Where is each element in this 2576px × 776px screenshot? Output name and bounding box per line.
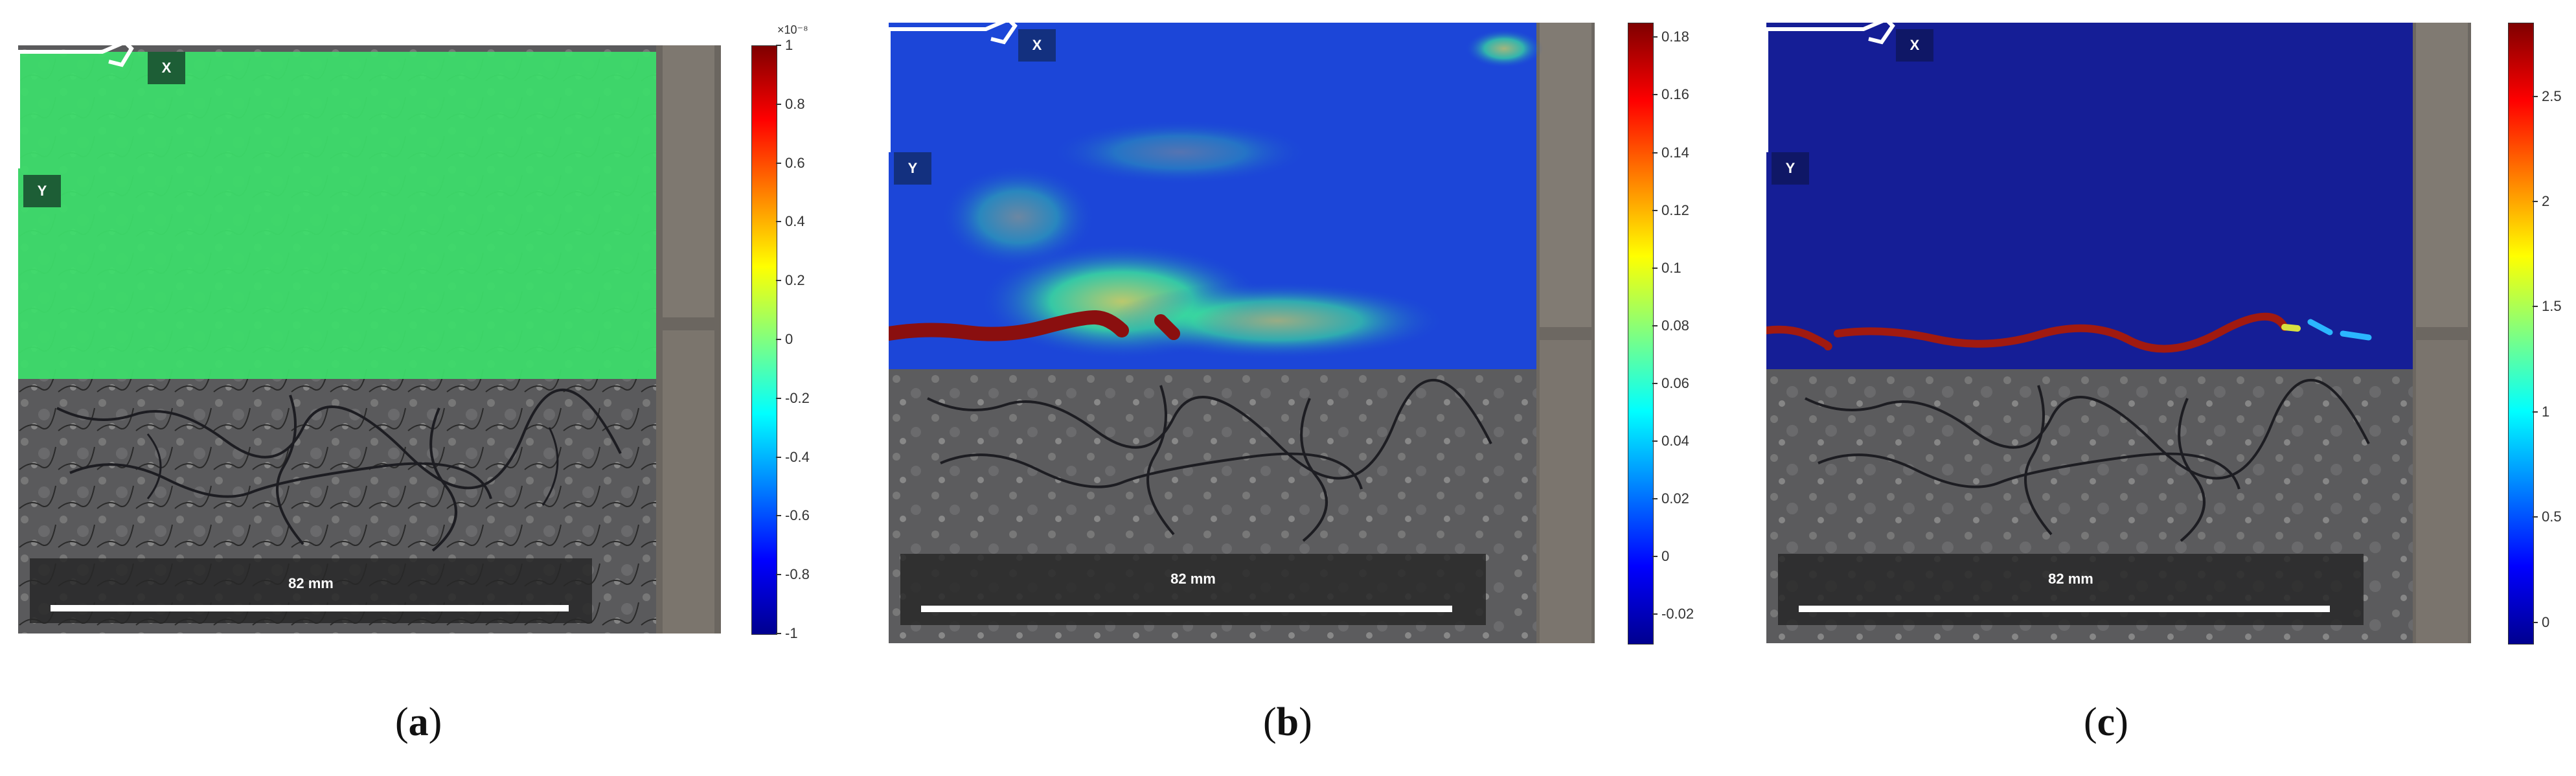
panel-c: X Y 82 mm 2.5 2 1.5 1 0.5 0 (c): [1740, 0, 2576, 776]
crack-band-b: [889, 310, 1129, 341]
colorbar-tick-mark: [776, 515, 781, 517]
colorbar-tick-label: 0: [2542, 613, 2550, 630]
colorbar-tick-mark: [1652, 209, 1658, 211]
colorbar-tick-mark: [1652, 36, 1658, 38]
colorbar-tick-mark: [1652, 382, 1658, 384]
colorbar-tick-label: 2.5: [2542, 87, 2562, 104]
colorbar-tick-label: 1: [785, 37, 793, 53]
dic-overlay-a: [18, 45, 721, 633]
colorbar-tick-label: 0: [1661, 548, 1670, 565]
colorbar-tick-label: 0.12: [1661, 201, 1689, 218]
crack-band-c: [1834, 312, 2288, 353]
y-axis-tag-c: Y: [1772, 152, 1809, 185]
colorbar-tick-label: 0.4: [785, 213, 805, 230]
dic-overlay-b: [889, 23, 1595, 643]
colorbar-tick-mark: [1652, 556, 1658, 558]
caption-c: (c): [2084, 700, 2128, 744]
strain-field-a: [18, 52, 656, 379]
colorbar-tick-mark: [2533, 201, 2538, 203]
colorbar-tick-mark: [776, 221, 781, 223]
x-axis-tag-a: X: [148, 52, 185, 84]
colorbar-tick-label: 0.06: [1661, 374, 1689, 391]
colorbar-tick-mark: [1652, 498, 1658, 500]
colorbar-tick-mark: [2533, 621, 2538, 623]
panel-b: X Y 82 mm 0.18 0.16 0.14 0.12 0.1 0.08 0.06 0.0…: [865, 0, 1700, 776]
scale-bar-box-b: 82 mm: [900, 554, 1486, 625]
colorbar-tick-mark: [776, 633, 781, 634]
colorbar-tick-mark: [1652, 267, 1658, 269]
colorbar-tick-mark: [776, 280, 781, 282]
y-axis-tag-a: Y: [23, 175, 61, 207]
colorbar-tick-mark: [776, 103, 781, 105]
colorbar-tick-label: -0.02: [1661, 606, 1694, 622]
strain-field-c: [1766, 23, 2413, 369]
colorbar-tick-mark: [2533, 516, 2538, 518]
colorbar-tick-mark: [2533, 411, 2538, 413]
colorbar-tick-mark: [1652, 440, 1658, 442]
colorbar-tick-label: 0.8: [785, 95, 805, 112]
colorbar-tick-label: -0.4: [785, 448, 810, 465]
colorbar-tick-label: 0.16: [1661, 86, 1689, 103]
specimen-photo-c: X Y 82 mm: [1766, 23, 2471, 643]
colorbar-tick-label: 0.04: [1661, 433, 1689, 450]
scale-bar-box-c: 82 mm: [1778, 554, 2364, 625]
colorbar-tick-label: 1: [2542, 403, 2550, 420]
dic-overlay-c: [1766, 23, 2471, 643]
x-axis-tag-c: X: [1896, 29, 1933, 62]
specimen-photo-b: X Y 82 mm: [889, 23, 1595, 643]
scale-bar-box-a: 82 mm: [30, 558, 592, 623]
x-axis-tag-b: X: [1018, 29, 1056, 62]
y-axis-tag-b: Y: [894, 152, 931, 185]
colorbar-exponent-a: ×10⁻⁸: [777, 23, 808, 36]
colorbar-tick-label: 0.08: [1661, 317, 1689, 334]
scale-bar-label-c: 82 mm: [2048, 571, 2093, 587]
scale-bar-line-b: [921, 606, 1452, 612]
colorbar-a: [751, 45, 777, 635]
scale-bar-label-a: 82 mm: [288, 575, 334, 591]
colorbar-tick-label: 0.6: [785, 154, 805, 171]
colorbar-tick-label: 1.5: [2542, 298, 2562, 315]
colorbar-tick-mark: [776, 339, 781, 340]
colorbar-tick-label: 2: [2542, 193, 2550, 210]
colorbar-tick-mark: [1652, 325, 1658, 326]
colorbar-tick-mark: [776, 45, 781, 46]
colorbar-tick-label: -0.6: [785, 507, 810, 524]
colorbar-tick-label: 0.1: [1661, 259, 1681, 276]
colorbar-tick-label: 0.18: [1661, 29, 1689, 45]
crack-band-c-left: [1766, 325, 1832, 350]
specimen-photo-a: X Y 82 mm: [18, 45, 721, 633]
colorbar-tick-label: -0.8: [785, 566, 810, 583]
colorbar-tick-label: 0.2: [785, 272, 805, 289]
scale-bar-label-b: 82 mm: [1170, 571, 1216, 587]
colorbar-tick-mark: [776, 574, 781, 576]
colorbar-tick-label: -1: [785, 625, 798, 641]
caption-a: (a): [395, 700, 442, 744]
colorbar-tick-mark: [1652, 152, 1658, 154]
colorbar-tick-mark: [1652, 94, 1658, 96]
colorbar-tick-mark: [2533, 306, 2538, 308]
colorbar-tick-label: 0.02: [1661, 490, 1689, 507]
scale-bar-line-a: [51, 605, 569, 611]
colorbar-tick-mark: [2533, 95, 2538, 97]
colorbar-tick-label: -0.2: [785, 389, 810, 406]
colorbar-c: [2508, 23, 2534, 645]
colorbar-tick-mark: [1652, 613, 1658, 615]
colorbar-tick-label: 0.5: [2542, 508, 2562, 525]
caption-b: (b): [1263, 700, 1312, 744]
colorbar-b: [1628, 23, 1654, 645]
panel-a: X Y 82 mm ×10⁻⁸ 1 0.8 0.6 0.4 0.2 0 -0.2 -0.4 -0…: [0, 0, 836, 776]
colorbar-tick-mark: [776, 397, 781, 399]
colorbar-tick-label: 0: [785, 331, 793, 347]
scale-bar-line-c: [1799, 606, 2330, 612]
colorbar-tick-label: 0.14: [1661, 144, 1689, 161]
colorbar-tick-mark: [776, 162, 781, 164]
colorbar-tick-mark: [776, 456, 781, 458]
